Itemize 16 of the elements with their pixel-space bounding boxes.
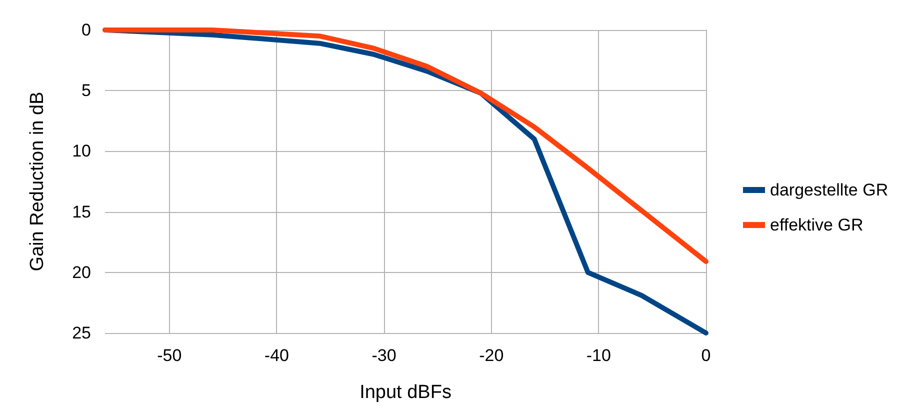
y-axis-title: Gain Reduction in dB <box>27 92 48 272</box>
y-tick-label: 5 <box>82 81 91 100</box>
legend-label: effektive GR <box>770 216 864 234</box>
x-tick-label: -20 <box>479 346 504 365</box>
y-tick-label: 0 <box>82 20 91 40</box>
y-tick-label: 25 <box>72 324 91 342</box>
x-tick-label: -10 <box>586 346 611 365</box>
x-axis-title: Input dBFs <box>360 382 452 403</box>
x-tick-label: -30 <box>372 346 396 365</box>
y-tick-label: 20 <box>72 262 91 282</box>
x-tick-label: -50 <box>157 346 182 365</box>
x-tick-label: -40 <box>264 346 290 365</box>
y-tick-label: 10 <box>72 142 91 161</box>
y-tick-label: 15 <box>72 202 91 222</box>
legend-label: dargestellte GR <box>770 180 888 200</box>
x-tick-label: 0 <box>701 346 711 365</box>
